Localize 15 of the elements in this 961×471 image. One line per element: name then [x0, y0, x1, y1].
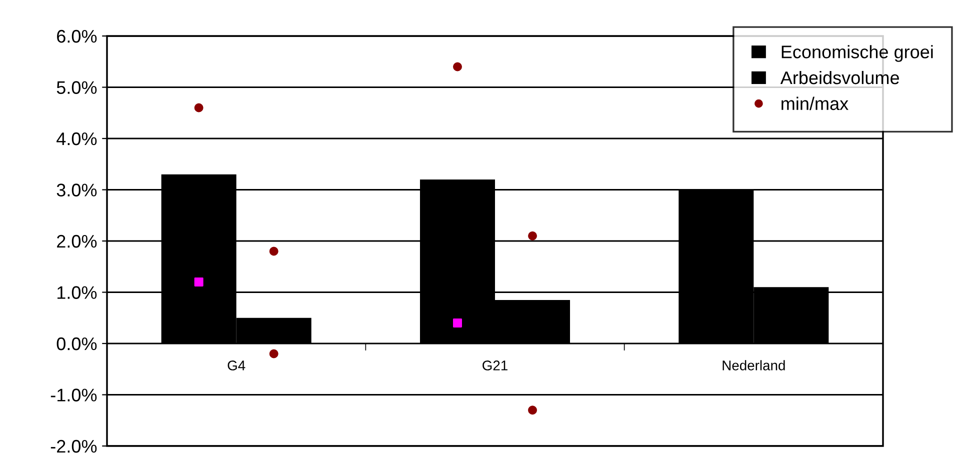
x-tick-label: G4 — [228, 360, 246, 370]
legend-label: Economische groei — [782, 45, 933, 62]
y-tick-label: 3.0% — [56, 184, 97, 196]
y-tick-label: -2.0% — [50, 440, 97, 453]
legend-label: Arbeidsvolume — [780, 70, 899, 84]
y-tick-label: 0.0% — [56, 337, 97, 350]
y-tick-label: 5.0% — [56, 81, 97, 94]
y-tick-label: -1.0% — [50, 388, 97, 402]
x-tick-label: Nederland — [722, 360, 785, 370]
y-tick-label: 1.0% — [58, 286, 97, 299]
y-tick-label: 4.0% — [56, 132, 97, 146]
legend-label: min/max — [782, 96, 848, 110]
x-tick-label: G21 — [482, 360, 508, 370]
y-tick-label: 6.0% — [57, 30, 97, 43]
y-tick-label: 2.0% — [57, 234, 97, 248]
